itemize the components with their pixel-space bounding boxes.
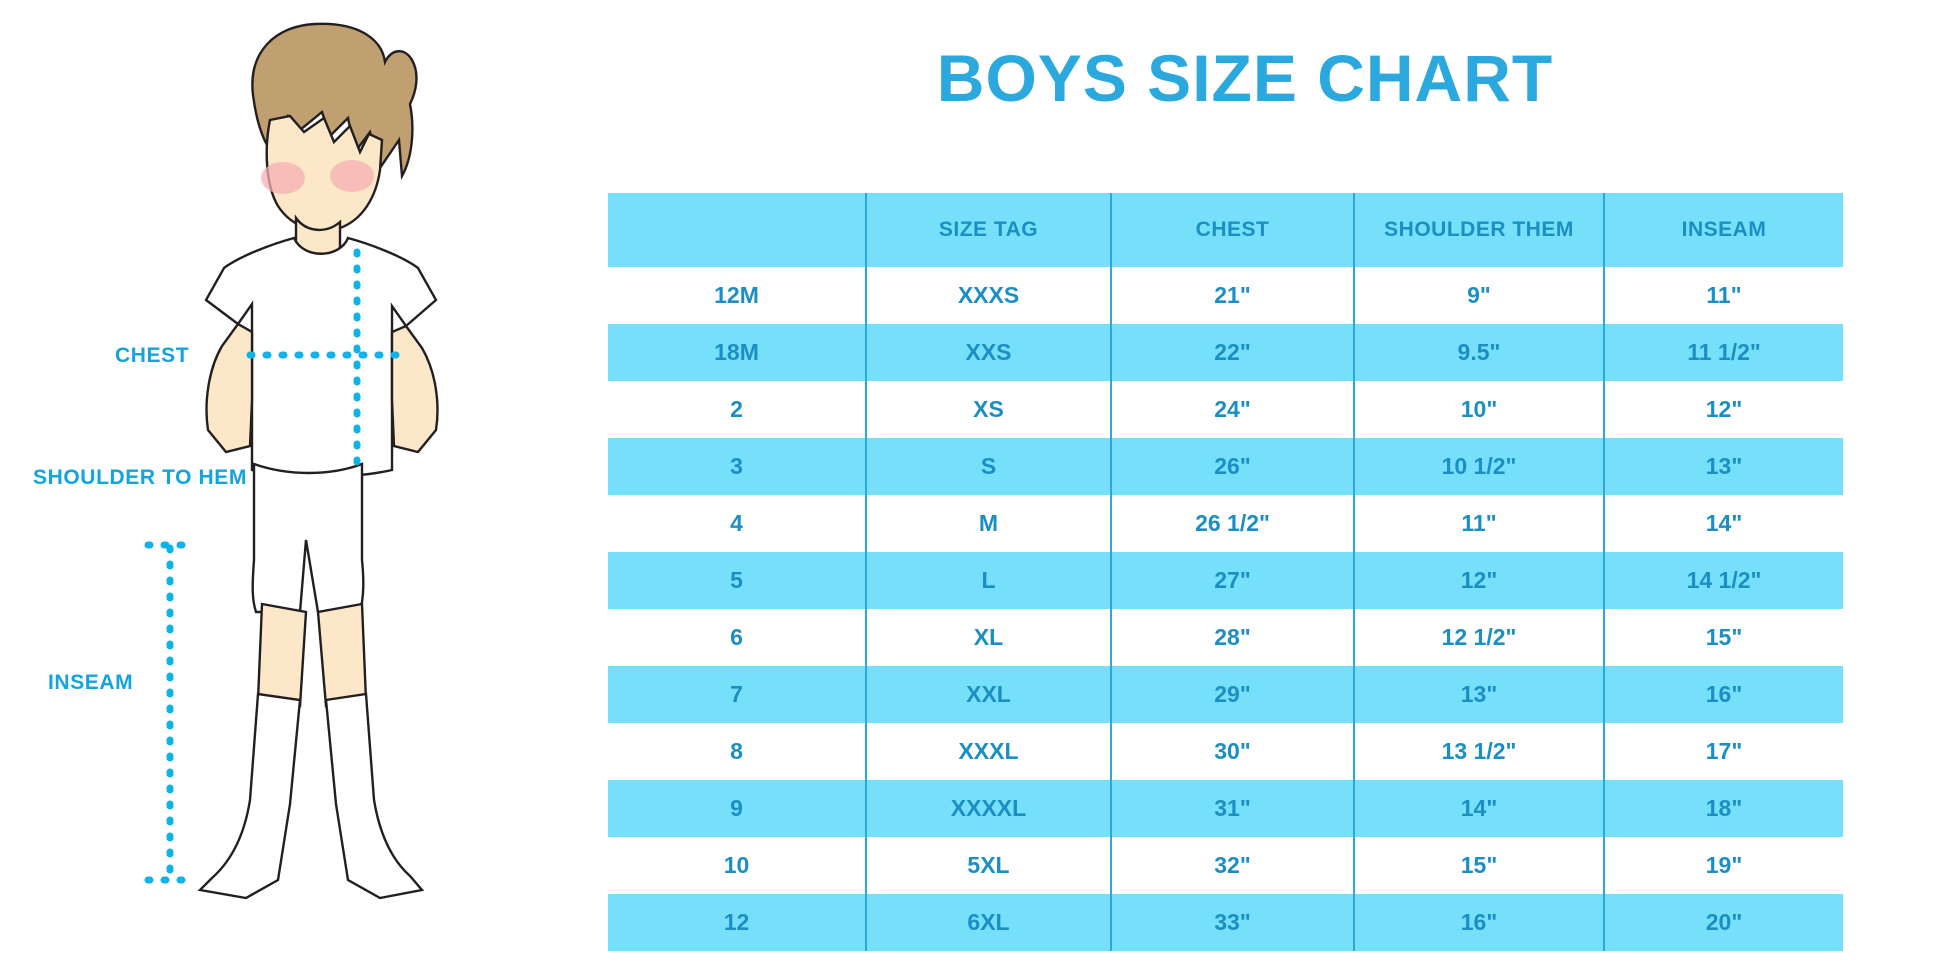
chest-measure-label: CHEST <box>115 344 190 367</box>
cell-inseam: 11 1/2" <box>1604 324 1843 381</box>
size-chart-table: SIZE TAG CHEST SHOULDER THEM INSEAM 12M … <box>608 193 1843 951</box>
boy-figure-svg <box>144 22 439 900</box>
cheek-right <box>330 160 374 192</box>
cell-size-tag: 6XL <box>866 894 1112 951</box>
cell-size-tag: XXXS <box>866 267 1112 324</box>
cell-shoulder: 10" <box>1354 381 1605 438</box>
column-header-shoulder: SHOULDER THEM <box>1354 193 1605 267</box>
cell-size: 7 <box>608 666 867 723</box>
cell-size: 2 <box>608 381 867 438</box>
page-title: BOYS SIZE CHART <box>936 41 1554 115</box>
inseam-measure-label: INSEAM <box>48 671 134 694</box>
cell-chest: 29" <box>1111 666 1355 723</box>
table-row: 8 XXXL 30" 13 1/2" 17" <box>608 723 1843 780</box>
table-row: 7 XXL 29" 13" 16" <box>608 666 1843 723</box>
cell-chest: 28" <box>1111 609 1355 666</box>
cell-chest: 22" <box>1111 324 1355 381</box>
column-header-size <box>608 193 867 267</box>
column-header-size-tag: SIZE TAG <box>866 193 1112 267</box>
cell-size-tag: XS <box>866 381 1112 438</box>
size-chart-table-wrap: SIZE TAG CHEST SHOULDER THEM INSEAM 12M … <box>608 193 1843 951</box>
cell-inseam: 18" <box>1604 780 1843 837</box>
table-header-row: SIZE TAG CHEST SHOULDER THEM INSEAM <box>608 193 1843 267</box>
tshirt-shape <box>204 236 438 478</box>
cell-chest: 31" <box>1111 780 1355 837</box>
table-row: 18M XXS 22" 9.5" 11 1/2" <box>608 324 1843 381</box>
table-row: 12M XXXS 21" 9" 11" <box>608 267 1843 324</box>
table-row: 12 6XL 33" 16" 20" <box>608 894 1843 951</box>
sock-left <box>197 692 302 900</box>
cell-shoulder: 12 1/2" <box>1354 609 1605 666</box>
cell-chest: 32" <box>1111 837 1355 894</box>
cell-shoulder: 10 1/2" <box>1354 438 1605 495</box>
cell-chest: 26" <box>1111 438 1355 495</box>
cell-shoulder: 9" <box>1354 267 1605 324</box>
table-row: 3 S 26" 10 1/2" 13" <box>608 438 1843 495</box>
cell-shoulder: 12" <box>1354 552 1605 609</box>
cell-chest: 26 1/2" <box>1111 495 1355 552</box>
cell-size: 18M <box>608 324 867 381</box>
cell-inseam: 16" <box>1604 666 1843 723</box>
cell-size: 12M <box>608 267 867 324</box>
boy-illustration: CHEST SHOULDER TO HEM INSEAM <box>0 0 600 973</box>
cell-size: 12 <box>608 894 867 951</box>
cell-size: 10 <box>608 837 867 894</box>
cell-chest: 27" <box>1111 552 1355 609</box>
column-header-inseam: INSEAM <box>1604 193 1843 267</box>
arm-right <box>390 324 439 454</box>
cell-inseam: 14" <box>1604 495 1843 552</box>
cell-size: 8 <box>608 723 867 780</box>
cell-inseam: 20" <box>1604 894 1843 951</box>
cell-size: 6 <box>608 609 867 666</box>
thigh-right <box>316 602 368 708</box>
cell-size: 4 <box>608 495 867 552</box>
table-row: 10 5XL 32" 15" 19" <box>608 837 1843 894</box>
cell-size-tag: XXXXL <box>866 780 1112 837</box>
arm-left <box>205 322 254 454</box>
cell-inseam: 14 1/2" <box>1604 552 1843 609</box>
cell-size-tag: S <box>866 438 1112 495</box>
cell-size-tag: XL <box>866 609 1112 666</box>
cell-size: 3 <box>608 438 867 495</box>
shorts-shape <box>251 462 365 614</box>
cell-shoulder: 14" <box>1354 780 1605 837</box>
cell-shoulder: 9.5" <box>1354 324 1605 381</box>
cell-size-tag: M <box>866 495 1112 552</box>
table-row: 9 XXXXL 31" 14" 18" <box>608 780 1843 837</box>
table-row: 5 L 27" 12" 14 1/2" <box>608 552 1843 609</box>
cell-size-tag: 5XL <box>866 837 1112 894</box>
cell-chest: 24" <box>1111 381 1355 438</box>
cell-shoulder: 16" <box>1354 894 1605 951</box>
cell-shoulder: 13 1/2" <box>1354 723 1605 780</box>
table-row: 4 M 26 1/2" 11" 14" <box>608 495 1843 552</box>
cell-size-tag: XXL <box>866 666 1112 723</box>
cell-shoulder: 11" <box>1354 495 1605 552</box>
cell-inseam: 17" <box>1604 723 1843 780</box>
cell-size: 9 <box>608 780 867 837</box>
table-body: 12M XXXS 21" 9" 11" 18M XXS 22" 9.5" 11 … <box>608 267 1843 951</box>
cell-chest: 21" <box>1111 267 1355 324</box>
cheek-left <box>261 162 305 194</box>
cell-size: 5 <box>608 552 867 609</box>
cell-inseam: 15" <box>1604 609 1843 666</box>
cell-inseam: 19" <box>1604 837 1843 894</box>
shoulder-to-hem-measure-label: SHOULDER TO HEM <box>33 466 247 489</box>
cell-size-tag: XXXL <box>866 723 1112 780</box>
cell-inseam: 11" <box>1604 267 1843 324</box>
cell-inseam: 13" <box>1604 438 1843 495</box>
table-row: 2 XS 24" 10" 12" <box>608 381 1843 438</box>
cell-size-tag: XXS <box>866 324 1112 381</box>
cell-chest: 33" <box>1111 894 1355 951</box>
cell-shoulder: 15" <box>1354 837 1605 894</box>
thigh-left <box>256 602 308 708</box>
cell-inseam: 12" <box>1604 381 1843 438</box>
table-row: 6 XL 28" 12 1/2" 15" <box>608 609 1843 666</box>
sock-right <box>324 692 425 900</box>
cell-chest: 30" <box>1111 723 1355 780</box>
cell-shoulder: 13" <box>1354 666 1605 723</box>
column-header-chest: CHEST <box>1111 193 1355 267</box>
cell-size-tag: L <box>866 552 1112 609</box>
